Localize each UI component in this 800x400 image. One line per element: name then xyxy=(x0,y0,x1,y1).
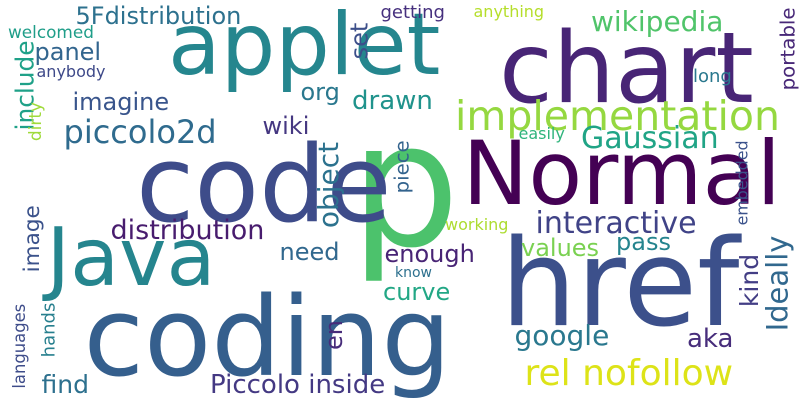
word-anybody: anybody xyxy=(36,62,106,81)
word-en: en xyxy=(319,320,348,350)
word-google: google xyxy=(514,319,610,352)
word-set: set xyxy=(344,22,373,60)
word-drawn: drawn xyxy=(352,86,433,116)
word-java: Java xyxy=(46,211,216,304)
word-image: image xyxy=(19,204,45,272)
word-anything: anything xyxy=(473,2,545,21)
word-ideally: Ideally xyxy=(759,235,794,332)
word-dirty: dirty xyxy=(26,101,47,142)
word-chart: chart xyxy=(499,12,754,126)
word-embedded: embedded xyxy=(732,139,752,225)
word-p: p xyxy=(350,85,460,286)
word-languages: languages xyxy=(9,303,29,389)
word-distribution: distribution xyxy=(110,215,265,246)
word-object: object xyxy=(312,141,346,229)
word-wikipedia: wikipedia xyxy=(591,5,724,38)
word-wiki: wiki xyxy=(262,112,310,140)
word-find: find xyxy=(41,370,89,399)
word-coding: coding xyxy=(83,273,452,400)
word-values: values xyxy=(521,234,600,262)
word-panel: panel xyxy=(34,38,102,66)
word-curve: curve xyxy=(383,278,451,306)
word-easily: easily xyxy=(518,124,565,143)
word-interactive: interactive xyxy=(535,206,697,241)
word-org: org xyxy=(300,78,340,106)
word-portable: portable xyxy=(776,6,800,90)
word-need: need xyxy=(279,238,340,266)
word-enough: enough xyxy=(384,240,475,268)
word-piccolo2d: piccolo2d xyxy=(63,113,217,151)
word-piccolo-inside: Piccolo inside xyxy=(210,370,386,400)
word-5fdistribution: 5Fdistribution xyxy=(75,2,242,30)
word-working: working xyxy=(445,215,509,234)
word-piece: piece xyxy=(390,139,414,193)
word-getting: getting xyxy=(380,2,445,23)
word-aka: aka xyxy=(687,324,734,354)
word-href: href xyxy=(500,215,740,354)
word-applet: applet xyxy=(168,0,441,95)
word-welcomed: welcomed xyxy=(8,21,94,42)
word-know: know xyxy=(395,264,432,281)
word-normal: Normal xyxy=(462,122,781,225)
word-imagine: imagine xyxy=(72,88,170,116)
word-code: code xyxy=(136,123,392,246)
word-implementation: implementation xyxy=(455,91,780,140)
word-gaussian: Gaussian xyxy=(581,121,719,156)
word-hands: hands xyxy=(37,302,59,358)
word-long: long xyxy=(693,66,732,87)
word-kind: kind xyxy=(735,253,765,308)
word-rel-nofollow: rel nofollow xyxy=(524,353,734,394)
word-pass: pass xyxy=(616,228,671,256)
